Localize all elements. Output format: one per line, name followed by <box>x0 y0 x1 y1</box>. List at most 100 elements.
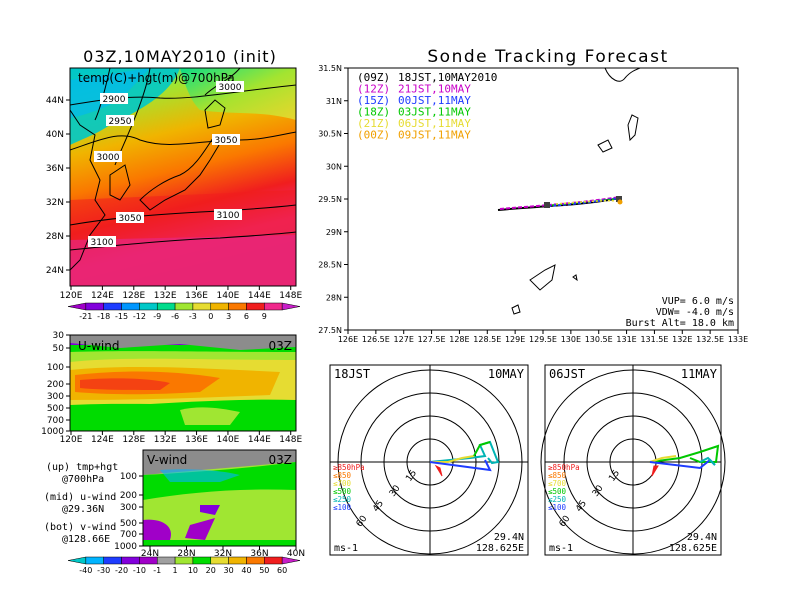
y-tick-label: 28N <box>326 293 342 302</box>
colorbar-swatch <box>121 302 140 311</box>
colorbar-swatch <box>139 556 158 565</box>
x-tick-label: 120E <box>60 435 83 445</box>
x-tick-label: 140E <box>217 291 240 301</box>
y-tick-label: 24N <box>46 266 64 276</box>
y-tick-label: 500 <box>120 519 137 529</box>
contour-label: 3100 <box>91 238 114 248</box>
vdw-text: VDW= -4.0 m/s <box>656 307 734 318</box>
colorbar-label: 6 <box>244 312 249 321</box>
colorbar-label: -12 <box>133 312 146 321</box>
y-tick-label: 31.5N <box>318 64 342 73</box>
y-tick-label: 700 <box>120 530 137 540</box>
colorbar-label: -40 <box>79 566 92 575</box>
pressure-legend-item: ≤250 <box>333 495 352 504</box>
legend-tag: (00Z) <box>357 129 390 142</box>
pressure-legend-item: ≤100 <box>548 503 567 512</box>
x-tick-label: 127.5E <box>418 335 446 344</box>
colorbar-swatch <box>264 302 283 311</box>
x-tick-label: 131.5E <box>640 335 668 344</box>
pressure-legend-item: ≤100 <box>333 503 352 512</box>
v-wind-label: V-wind <box>147 453 187 467</box>
track-15z <box>547 197 621 207</box>
polar-panel-left <box>329 364 529 556</box>
colorbar-swatch <box>103 556 122 565</box>
colorbar-swatch <box>281 556 301 565</box>
x-tick-label: 132E <box>154 291 177 301</box>
y-tick-label: 500 <box>47 404 64 414</box>
colorbar-swatch <box>174 556 194 565</box>
colorbar-label: -1 <box>153 566 161 575</box>
colorbar-swatch <box>192 556 212 565</box>
polar-left-time: 18JST <box>334 367 370 381</box>
upper-panel-label: temp(C)+hgt(m)@700hPa <box>78 71 235 85</box>
v-wind-time: 03Z <box>269 453 293 467</box>
x-tick-label: 126E <box>338 335 358 344</box>
x-tick-label: 32N <box>214 549 232 559</box>
x-tick-label: 124E <box>91 435 114 445</box>
x-tick-label: 28N <box>177 549 195 559</box>
x-tick-label: 129E <box>505 335 525 344</box>
polar-right-unit: ms-1 <box>549 543 573 554</box>
pressure-legend-item: ≤250 <box>548 495 567 504</box>
x-tick-label: 127E <box>394 335 414 344</box>
y-tick-label: 100 <box>47 363 64 373</box>
polar-left-lon: 128.625E <box>476 543 524 554</box>
polar-left-unit: ms-1 <box>334 543 358 554</box>
colorbar-swatch <box>174 302 194 311</box>
pressure-legend-item: ≤700 <box>548 479 567 488</box>
u-wind-time: 03Z <box>269 339 293 353</box>
legend-tag: (12Z) <box>357 83 390 96</box>
polar-right-date: 11MAY <box>681 367 718 381</box>
colorbar-swatch <box>139 302 158 311</box>
contour-label: 2950 <box>109 117 132 127</box>
colorbar-swatch <box>67 302 87 311</box>
colorbar-label: 1 <box>173 566 178 575</box>
pressure-legend-item: ≤850 <box>548 471 567 480</box>
contour-label-bg <box>212 134 240 145</box>
x-tick-label: 132E <box>154 435 177 445</box>
legend-mid: (mid) u-wind <box>44 492 116 503</box>
x-tick-label: 128E <box>449 335 469 344</box>
x-tick-label: 130.5E <box>585 335 613 344</box>
y-tick-label: 200 <box>120 491 137 501</box>
pressure-legend-item: ≥850hPa <box>333 463 365 472</box>
x-tick-label: 128E <box>122 291 145 301</box>
x-tick-label: 40N <box>287 549 305 559</box>
x-tick-label: 144E <box>248 435 271 445</box>
legend-text: 21JST,10MAY <box>398 83 471 96</box>
contour-label-bg <box>88 236 116 247</box>
y-tick-label: 200 <box>47 380 64 390</box>
colorbar-swatch <box>210 556 229 565</box>
pressure-legend-item: ≤500 <box>548 487 567 496</box>
contour-label-bg <box>94 151 122 162</box>
end-dot <box>617 199 623 205</box>
legend-text: 03JST,11MAY <box>398 106 471 119</box>
legend-tag: (15Z) <box>357 94 390 107</box>
legend-tag: (09Z) <box>357 71 390 84</box>
legend-mid-level: @29.36N <box>62 504 104 515</box>
upper-map-axis-ticks: 120E 124E 128E 132E 136E 140E 144E 148E 44N 40N 36… <box>46 96 303 301</box>
x-tick-label: 136E <box>185 291 208 301</box>
contour-label-bg <box>214 209 242 220</box>
u-wind-label: U-wind <box>78 339 119 353</box>
y-tick-label: 40N <box>46 130 64 140</box>
y-tick-label: 30.5N <box>318 130 342 139</box>
x-tick-label: 144E <box>248 291 271 301</box>
y-tick-label: 30N <box>326 162 342 171</box>
v-wind-panel <box>142 449 297 547</box>
y-tick-label: 700 <box>47 416 64 426</box>
x-tick-label: 128E <box>122 435 145 445</box>
colorbar-label: 40 <box>241 566 251 575</box>
colorbar-label: -15 <box>115 312 128 321</box>
contour-label: 3000 <box>97 153 120 163</box>
x-tick-label: 124E <box>91 291 114 301</box>
pressure-legend-right: ≥850hPa≤850≤700≤500≤250≤100 <box>548 463 580 512</box>
colorbar-label: 3 <box>226 312 231 321</box>
colorbar-swatch <box>156 302 176 311</box>
colorbar-swatch <box>192 302 212 311</box>
legend-up-level: @700hPa <box>62 474 104 485</box>
colorbar-label: -3 <box>189 312 197 321</box>
colorbar-label: 9 <box>262 312 267 321</box>
left-title: 03Z,10MAY2010 (init) <box>83 47 277 66</box>
x-tick-label: 24N <box>141 549 159 559</box>
